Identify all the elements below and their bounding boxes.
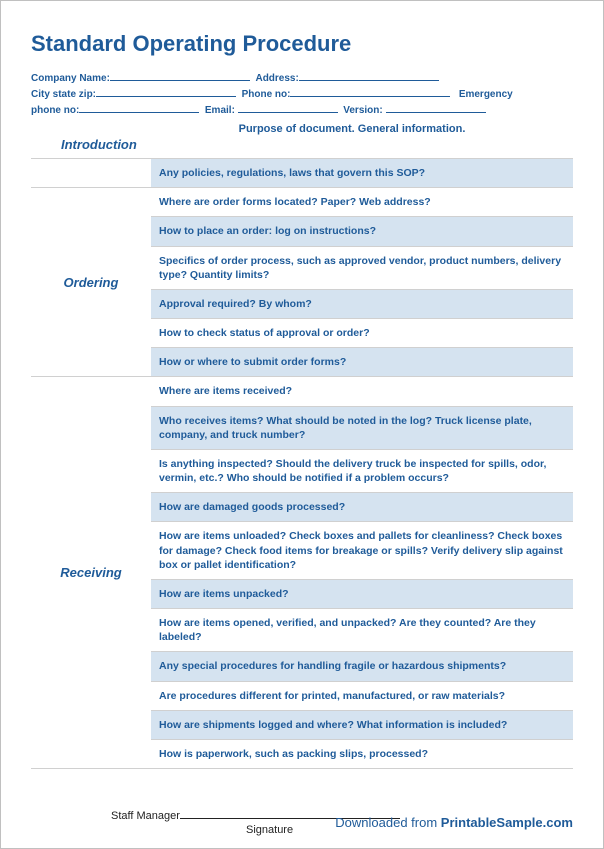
version-label: Version:: [343, 105, 382, 116]
receiving-row: How are shipments logged and where? What…: [151, 711, 573, 740]
header-line-2: City state zip: Phone no: Emergency: [31, 87, 573, 103]
receiving-row: Any special procedures for handling frag…: [151, 652, 573, 681]
header-line-1: Company Name: Address:: [31, 71, 573, 87]
email-blank: [238, 103, 338, 113]
intro-section-label-spacer: [31, 159, 151, 187]
ordering-row: Approval required? By whom?: [151, 290, 573, 319]
receiving-row: Who receives items? What should be noted…: [151, 407, 573, 450]
ordering-section: Ordering Where are order forms located? …: [31, 188, 573, 377]
company-name-label: Company Name:: [31, 73, 110, 84]
sections-container: Any policies, regulations, laws that gov…: [31, 158, 573, 769]
email-label: Email:: [205, 105, 235, 116]
intro-rows: Any policies, regulations, laws that gov…: [151, 159, 573, 187]
staff-manager-label: Staff Manager: [111, 810, 180, 822]
header-info: Company Name: Address: City state zip: P…: [31, 71, 573, 119]
ordering-row: Where are order forms located? Paper? We…: [151, 188, 573, 217]
receiving-row: How are damaged goods processed?: [151, 493, 573, 522]
footer-site: PrintableSample.com: [441, 815, 573, 830]
emergency-phone-label: phone no:: [31, 105, 79, 116]
ordering-row: How to place an order: log on instructio…: [151, 217, 573, 246]
footer: Downloaded from PrintableSample.com: [335, 815, 573, 830]
intro-section: Any policies, regulations, laws that gov…: [31, 159, 573, 188]
address-label: Address:: [255, 73, 298, 84]
city-state-zip-blank: [96, 87, 236, 97]
version-blank: [386, 103, 486, 113]
footer-prefix: Downloaded from: [335, 815, 441, 830]
ordering-row: Specifics of order process, such as appr…: [151, 247, 573, 290]
introduction-label: Introduction: [61, 137, 573, 152]
header-line-3: phone no: Email: Version:: [31, 103, 573, 119]
city-state-zip-label: City state zip:: [31, 89, 96, 100]
company-name-blank: [110, 71, 250, 81]
ordering-rows: Where are order forms located? Paper? We…: [151, 188, 573, 376]
purpose-text: Purpose of document. General information…: [131, 123, 573, 135]
receiving-row: How is paperwork, such as packing slips,…: [151, 740, 573, 768]
receiving-section: Receiving Where are items received? Who …: [31, 377, 573, 769]
address-blank: [299, 71, 439, 81]
receiving-row: Are procedures different for printed, ma…: [151, 682, 573, 711]
emergency-phone-blank: [79, 103, 199, 113]
ordering-row: How or where to submit order forms?: [151, 348, 573, 376]
receiving-row: How are items unpacked?: [151, 580, 573, 609]
receiving-row: How are items opened, verified, and unpa…: [151, 609, 573, 652]
receiving-rows: Where are items received? Who receives i…: [151, 377, 573, 768]
emergency-label: Emergency: [459, 89, 513, 100]
document-title: Standard Operating Procedure: [31, 31, 573, 57]
phone-no-label: Phone no:: [242, 89, 291, 100]
phone-no-blank: [290, 87, 450, 97]
receiving-row: Where are items received?: [151, 377, 573, 406]
receiving-section-label: Receiving: [31, 377, 151, 768]
receiving-row: How are items unloaded? Check boxes and …: [151, 522, 573, 580]
receiving-row: Is anything inspected? Should the delive…: [151, 450, 573, 493]
ordering-row: How to check status of approval or order…: [151, 319, 573, 348]
intro-row: Any policies, regulations, laws that gov…: [151, 159, 573, 187]
ordering-section-label: Ordering: [31, 188, 151, 376]
